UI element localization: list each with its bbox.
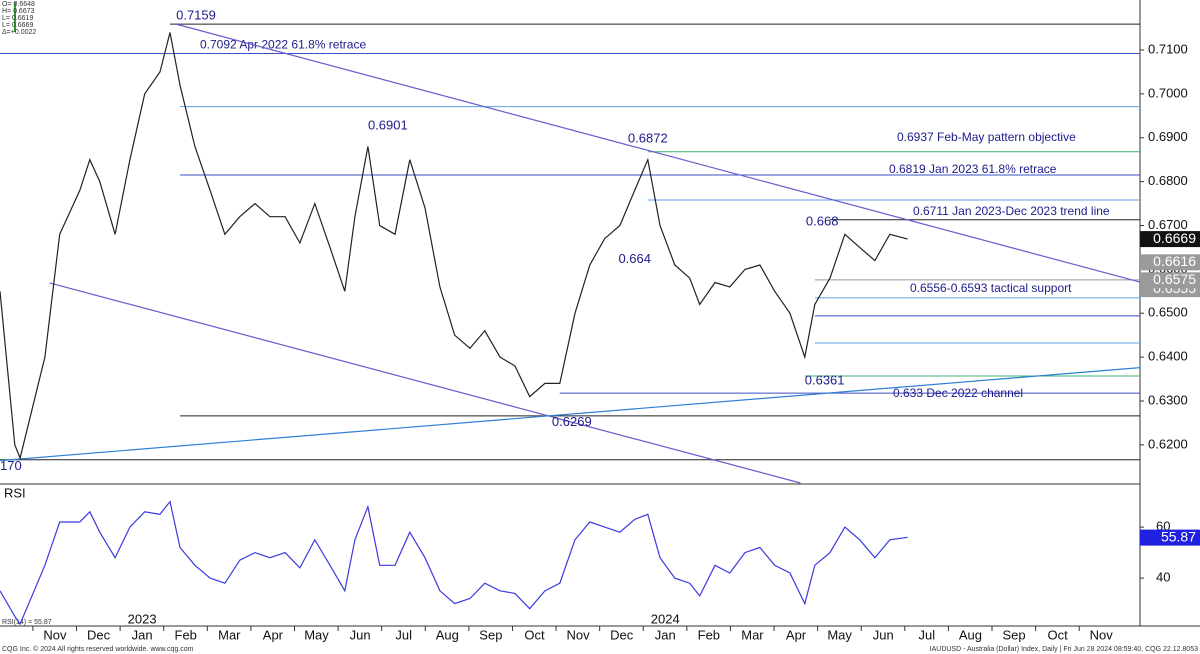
price-annotation: 0.7159 (176, 8, 216, 23)
price-annotation: 0.6872 (628, 130, 668, 145)
ohlc-label: H= 0.6673 (2, 8, 35, 15)
price-box-label: 0.6616 (1153, 253, 1196, 269)
x-tick-label: Jul (919, 627, 936, 642)
trend-line (49, 282, 801, 484)
x-tick-label: Mar (741, 627, 764, 642)
y-tick-label: 0.6900 (1148, 129, 1188, 144)
x-tick-label: May (827, 627, 852, 642)
x-tick-label: Jan (132, 627, 153, 642)
x-tick-label: Sep (479, 627, 502, 642)
x-tick-label: Apr (786, 627, 807, 642)
y2-tick-label: 40 (1156, 570, 1170, 585)
price-annotation: 0.6901 (368, 118, 408, 133)
rsi-title: RSI (4, 485, 26, 500)
price-box (1140, 272, 1200, 289)
y-tick-label: 0.6500 (1148, 305, 1188, 320)
x-tick-label: Oct (524, 627, 545, 642)
y-tick-label: 0.6200 (1148, 436, 1188, 451)
y-tick-label: 0.6800 (1148, 173, 1188, 188)
price-box-label: 0.6575 (1153, 271, 1196, 287)
level-label: 0.6819 Jan 2023 61.8% retrace (889, 162, 1057, 176)
y-tick-label: 0.6400 (1148, 349, 1188, 364)
x-tick-label: Sep (1002, 627, 1025, 642)
ohlc-label: O= 0.6648 (2, 1, 35, 8)
x-tick-label: Mar (218, 627, 241, 642)
x-tick-label: Feb (698, 627, 720, 642)
x-tick-label: Nov (567, 627, 591, 642)
price-box-label: 0.6669 (1153, 230, 1196, 246)
footer-left: CQG Inc. © 2024 All rights reserved worl… (2, 645, 194, 653)
x-tick-label: Nov (43, 627, 67, 642)
x-tick-label: Dec (610, 627, 634, 642)
x-tick-label: Jun (873, 627, 894, 642)
x-tick-label: Dec (87, 627, 111, 642)
x-tick-label: Nov (1090, 627, 1114, 642)
y-tick-label: 0.6700 (1148, 217, 1188, 232)
price-line (0, 32, 908, 460)
rsi-box-label: 55.87 (1161, 528, 1196, 544)
price-annotation: 0.668 (806, 214, 839, 229)
x-tick-label: Jul (395, 627, 412, 642)
rsi-label: RSI(14) = 55.87 (2, 619, 52, 626)
y-tick-label: 0.7100 (1148, 41, 1188, 56)
x-tick-label: Aug (436, 627, 459, 642)
x-tick-label: Oct (1047, 627, 1068, 642)
rsi-box (1140, 529, 1200, 546)
x-tick-label: Feb (175, 627, 197, 642)
y-tick-label: 0.6300 (1148, 392, 1188, 407)
ohlc-label: L= 0.6619 (2, 15, 33, 22)
level-label: 0.6937 Feb-May pattern objective (897, 130, 1076, 144)
header-bar (14, 2, 16, 32)
y-tick-label: 0.7000 (1148, 85, 1188, 100)
year-label: 2023 (128, 611, 157, 626)
trend-line (0, 367, 1141, 462)
ohlc-label: Δ=+0.0022 (2, 29, 36, 36)
price-annotation: 170 (0, 458, 22, 473)
year-label: 2024 (651, 611, 680, 626)
price-box (1140, 254, 1200, 271)
price-annotation: 0.664 (618, 251, 651, 266)
price-annotation: 0.6361 (805, 373, 845, 388)
x-tick-label: Apr (263, 627, 284, 642)
x-tick-label: Jun (350, 627, 371, 642)
level-label: 0.6556-0.6593 tactical support (910, 281, 1072, 295)
x-tick-label: May (304, 627, 329, 642)
rsi-line (0, 500, 908, 626)
price-box (1140, 231, 1200, 248)
level-label: 0.6711 Jan 2023-Dec 2023 trend line (913, 204, 1110, 218)
level-label: 0.7092 Apr 2022 61.8% retrace (200, 38, 366, 52)
footer-right: IAUDUSD - Australia (Dollar) Index, Dail… (930, 646, 1198, 653)
trend-line (175, 23, 1141, 283)
x-tick-label: Jan (655, 627, 676, 642)
level-label: 0.633 Dec 2022 channel (893, 386, 1023, 400)
price-annotation: 0.6269 (552, 414, 592, 429)
ohlc-label: L= 0.6669 (2, 22, 33, 29)
x-tick-label: Aug (959, 627, 982, 642)
